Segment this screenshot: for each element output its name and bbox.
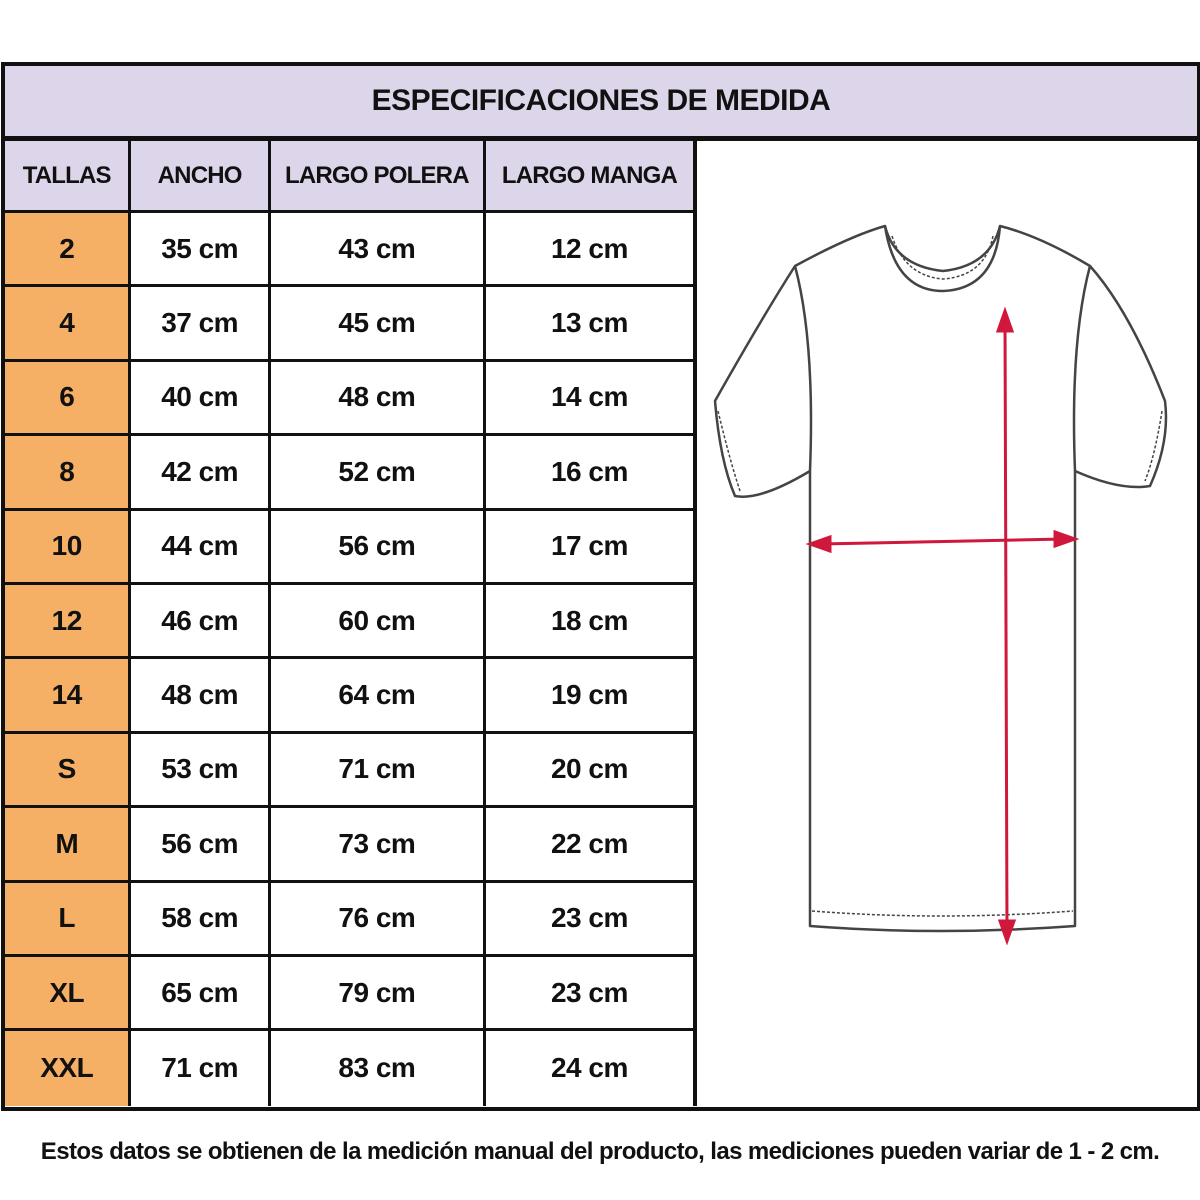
measurement-cell: 43 cm xyxy=(271,213,486,285)
measurement-cell: 53 cm xyxy=(131,733,271,806)
measurement-cell: 17 cm xyxy=(486,510,697,582)
size-cell: M xyxy=(5,808,132,880)
table-row: 6 40 cm 48 cm 14 cm xyxy=(5,361,697,437)
measurement-cell: 16 cm xyxy=(486,436,697,508)
size-cell: XXL xyxy=(5,1031,132,1106)
arrow-head xyxy=(997,919,1017,946)
table-row: XXL 71 cm 83 cm 24 cm xyxy=(5,1031,697,1106)
measurement-cell: 35 cm xyxy=(131,213,271,285)
header-cell: TALLAS xyxy=(5,141,132,210)
t-shirt-icon xyxy=(713,224,1168,946)
measurement-cell: 76 cm xyxy=(271,882,486,954)
table-header-row: TALLAS ANCHO LARGO POLERA LARGO MANGA xyxy=(5,141,697,213)
header-cell: ANCHO xyxy=(131,141,271,210)
table-row: XL 65 cm 79 cm 23 cm xyxy=(5,956,697,1032)
header-cell: LARGO POLERA xyxy=(271,141,486,210)
measurement-cell: 20 cm xyxy=(486,733,697,806)
measurement-cell: 12 cm xyxy=(486,213,697,285)
measurement-cell: 71 cm xyxy=(131,1031,271,1106)
measurement-cell: 45 cm xyxy=(271,287,486,359)
size-cell: 8 xyxy=(5,436,132,508)
arrow-head xyxy=(805,534,832,554)
size-cell: 6 xyxy=(5,361,132,434)
table-row: L 58 cm 76 cm 23 cm xyxy=(5,882,697,957)
size-cell: XL xyxy=(5,956,132,1029)
measurement-cell: 23 cm xyxy=(486,882,697,954)
measurement-cell: 56 cm xyxy=(271,510,486,582)
measurement-cell: 24 cm xyxy=(486,1031,697,1106)
measurement-arrows xyxy=(805,306,1080,946)
t-shirt-illustration xyxy=(700,141,1197,1107)
measurement-cell: 22 cm xyxy=(486,808,697,880)
measurement-cell: 44 cm xyxy=(131,510,271,582)
measurement-cell: 52 cm xyxy=(271,436,486,508)
size-cell: 14 xyxy=(5,659,132,731)
length-arrow-line xyxy=(1003,320,1009,932)
size-cell: S xyxy=(5,733,132,806)
table-row: 10 44 cm 56 cm 17 cm xyxy=(5,510,697,585)
measurement-cell: 48 cm xyxy=(271,361,486,434)
measurement-cell: 58 cm xyxy=(131,882,271,954)
measurement-cell: 60 cm xyxy=(271,584,486,657)
measurement-cell: 23 cm xyxy=(486,956,697,1029)
table-row: 12 46 cm 60 cm 18 cm xyxy=(5,584,697,660)
measurement-cell: 73 cm xyxy=(271,808,486,880)
measurement-cell: 56 cm xyxy=(131,808,271,880)
table-row: 4 37 cm 45 cm 13 cm xyxy=(5,287,697,362)
measurement-cell: 65 cm xyxy=(131,956,271,1029)
measurement-cell: 83 cm xyxy=(271,1031,486,1106)
measurement-cell: 79 cm xyxy=(271,956,486,1029)
measurement-cell: 64 cm xyxy=(271,659,486,731)
measurement-cell: 13 cm xyxy=(486,287,697,359)
measurement-cell: 19 cm xyxy=(486,659,697,731)
header-cell: LARGO MANGA xyxy=(486,141,697,210)
width-arrow-line xyxy=(819,537,1066,546)
measurement-cell: 42 cm xyxy=(131,436,271,508)
size-cell: L xyxy=(5,882,132,954)
size-cell: 12 xyxy=(5,584,132,657)
chart-title: ESPECIFICACIONES DE MEDIDA xyxy=(5,66,1197,141)
measurement-cell: 46 cm xyxy=(131,584,271,657)
size-cell: 4 xyxy=(5,287,132,359)
measurement-cell: 18 cm xyxy=(486,584,697,657)
arrow-head xyxy=(1053,529,1080,549)
measurement-cell: 37 cm xyxy=(131,287,271,359)
table-row: M 56 cm 73 cm 22 cm xyxy=(5,808,697,883)
measurement-cell: 48 cm xyxy=(131,659,271,731)
measurement-cell: 40 cm xyxy=(131,361,271,434)
footer-note: Estos datos se obtienen de la medición m… xyxy=(40,1138,1160,1165)
table-row: 8 42 cm 52 cm 16 cm xyxy=(5,436,697,511)
size-cell: 10 xyxy=(5,510,132,582)
table-row: 2 35 cm 43 cm 12 cm xyxy=(5,213,697,288)
table-row: 14 48 cm 64 cm 19 cm xyxy=(5,659,697,734)
measurement-cell: 14 cm xyxy=(486,361,697,434)
measurement-cell: 71 cm xyxy=(271,733,486,806)
table-row: S 53 cm 71 cm 20 cm xyxy=(5,733,697,809)
size-chart: ESPECIFICACIONES DE MEDIDA TALLAS ANCHO … xyxy=(1,62,1200,1111)
size-cell: 2 xyxy=(5,213,132,285)
arrow-head xyxy=(995,306,1015,333)
